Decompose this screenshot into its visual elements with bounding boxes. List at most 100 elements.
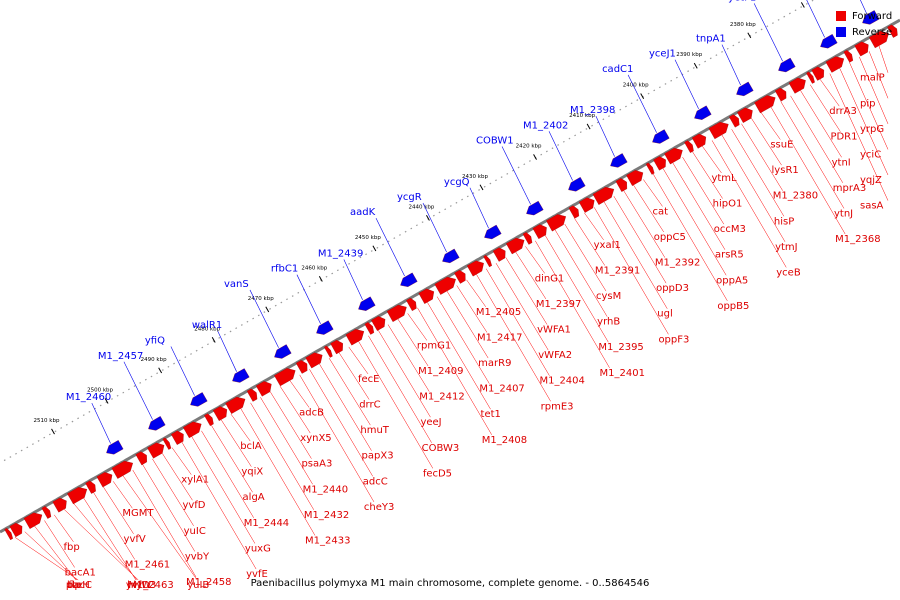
forward-feature — [774, 87, 787, 102]
scale-tick — [51, 428, 55, 435]
forward-gene-label: yeeJ — [420, 417, 441, 428]
forward-feature — [592, 186, 615, 205]
reverse-gene-label: vanS — [224, 279, 249, 290]
forward-gene-leader — [633, 184, 664, 233]
reverse-gene-leader — [91, 402, 111, 444]
forward-gene-label: M1_2395 — [598, 342, 643, 353]
scale-tick-label: 2410 kbp — [569, 113, 595, 119]
forward-gene-leader — [122, 475, 198, 581]
forward-gene-label: PDR1 — [830, 132, 857, 143]
forward-gene-leader — [603, 201, 668, 309]
forward-feature — [532, 224, 547, 240]
scale-tick — [747, 32, 752, 39]
forward-gene-label: M1_2392 — [655, 258, 700, 269]
forward-gene-leader — [623, 190, 666, 258]
forward-feature — [406, 297, 417, 312]
forward-feature — [754, 95, 776, 114]
reverse-gene-leader — [627, 74, 657, 133]
forward-gene-leader — [191, 436, 256, 544]
forward-gene-label: adcB — [299, 407, 324, 418]
forward-gene-label: M1_2461 — [125, 559, 170, 570]
forward-gene-leader — [751, 117, 782, 166]
forward-gene-label: ytnJ — [834, 208, 853, 219]
forward-feature — [371, 316, 386, 331]
forward-gene-leader — [436, 296, 490, 384]
forward-gene-label: dinG1 — [535, 273, 565, 284]
forward-feature — [274, 368, 296, 387]
forward-gene-leader — [868, 51, 889, 99]
forward-features — [4, 24, 898, 541]
forward-gene-leader — [456, 285, 488, 333]
legend-forward-swatch — [836, 11, 846, 21]
forward-gene-leader — [83, 497, 137, 581]
forward-gene-label: rpmG1 — [417, 340, 451, 351]
forward-gene-label: oppF3 — [658, 334, 689, 345]
forward-gene-label: yuIC — [184, 526, 206, 537]
legend-forward: Forward — [836, 8, 892, 24]
forward-gene-leader — [554, 229, 608, 317]
forward-gene-label: oppC5 — [654, 232, 686, 243]
forward-gene-leader — [849, 62, 889, 150]
forward-gene-label: yrpG — [860, 124, 884, 135]
forward-gene-label: malP — [860, 73, 885, 84]
forward-gene-label: cheY3 — [364, 502, 394, 513]
forward-feature — [162, 437, 172, 450]
forward-gene-label: M1_2432 — [304, 510, 349, 521]
forward-gene-leader — [701, 145, 722, 174]
forward-gene-leader — [662, 168, 727, 276]
forward-feature — [295, 360, 308, 374]
forward-gene-label: adcC — [363, 476, 388, 487]
forward-gene-label: oppA5 — [716, 275, 748, 286]
reverse-feature — [190, 392, 208, 407]
forward-gene-label: bclA — [240, 441, 262, 452]
forward-gene-leader — [152, 458, 194, 526]
forward-gene-leader — [417, 307, 492, 435]
forward-gene-leader — [731, 129, 785, 217]
reverse-gene-leader — [249, 289, 279, 348]
reverse-gene-label: COBW1 — [476, 135, 514, 146]
forward-feature — [364, 322, 375, 335]
forward-gene-label: yvfD — [182, 500, 205, 511]
forward-gene-leader — [407, 313, 428, 341]
reverse-gene-leader — [501, 146, 531, 205]
scale-tick — [372, 245, 377, 252]
forward-gene-leader — [397, 318, 429, 367]
reverse-feature — [232, 368, 250, 383]
forward-gene-label: M1_2401 — [600, 368, 645, 379]
scale-tick-label: 2430 kbp — [462, 174, 488, 180]
forward-gene-leader — [142, 464, 196, 552]
forward-feature — [212, 406, 228, 422]
reverse-gene-label: walR1 — [192, 320, 222, 331]
forward-gene-leader — [515, 251, 547, 300]
forward-gene-label: bacC — [67, 580, 92, 591]
reverse-gene-leader — [217, 331, 237, 372]
forward-gene-label: drrC — [359, 400, 380, 411]
forward-feature — [806, 71, 815, 84]
forward-gene-label: arsR5 — [715, 250, 744, 261]
reverse-gene-leader — [123, 361, 153, 420]
forward-feature — [615, 178, 628, 192]
forward-gene-leader — [544, 235, 609, 343]
forward-gene-label: vWFA2 — [538, 350, 572, 361]
forward-gene-label: yqjZ — [860, 175, 882, 186]
forward-gene-leader — [652, 173, 728, 301]
scale-tick-label: 2490 kbp — [141, 357, 167, 363]
reverse-gene-label: tnpA1 — [696, 34, 726, 45]
scale-dotted-line — [0, 0, 815, 464]
gene-labels: yjlAywbI3yetF1tnpA1yceJ1cadC1M1_2398M1_2… — [14, 0, 889, 591]
forward-feature — [728, 114, 740, 128]
forward-feature — [305, 352, 323, 369]
forward-gene-label: M1_2404 — [539, 376, 584, 387]
forward-gene-leader — [672, 162, 726, 250]
scale-tick — [104, 398, 109, 404]
reverse-gene-leader — [721, 44, 741, 86]
forward-feature — [684, 140, 694, 153]
forward-gene-label: yvfW — [126, 580, 151, 591]
forward-gene-leader — [319, 363, 372, 451]
forward-gene-leader — [564, 223, 607, 292]
reverse-gene-label: yetF1 — [728, 0, 756, 3]
forward-feature — [483, 254, 492, 268]
forward-feature — [170, 430, 184, 445]
forward-gene-leader — [309, 369, 373, 477]
forward-gene-label: yvbY — [185, 551, 210, 562]
